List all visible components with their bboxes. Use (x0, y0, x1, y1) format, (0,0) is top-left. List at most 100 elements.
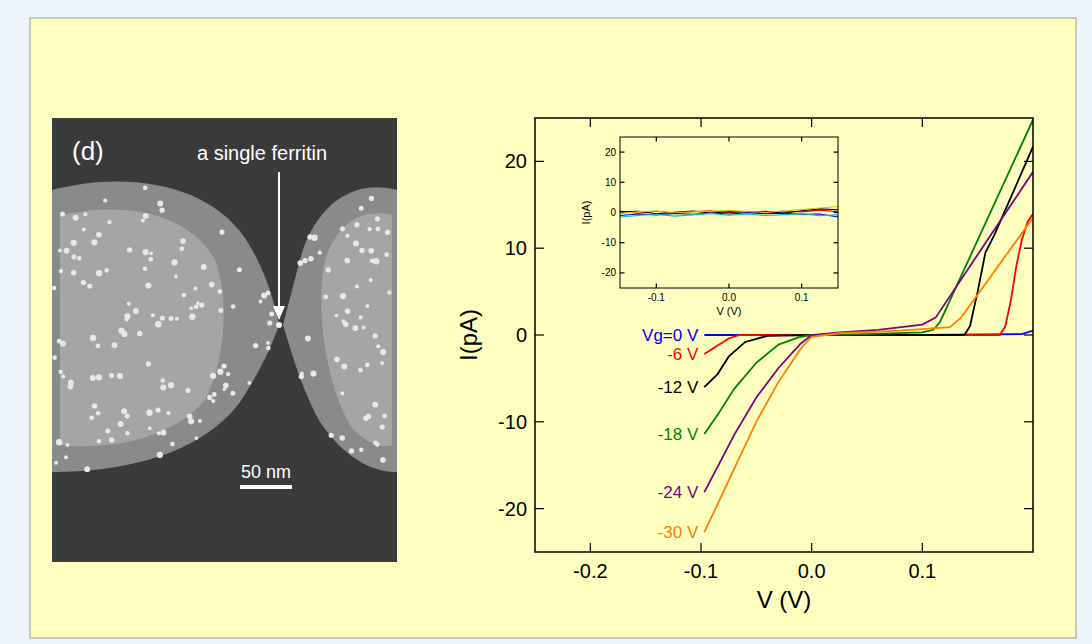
ferritin-dot (368, 248, 374, 254)
x-tick (700, 543, 701, 552)
ferritin-dot (189, 306, 193, 310)
ferritin-dot (300, 372, 304, 376)
ferritin-dot (359, 315, 363, 319)
ferritin-dot (376, 227, 381, 232)
ferritin-dot (385, 230, 390, 235)
ferritin-dot (223, 388, 227, 392)
iv-curve (704, 218, 1033, 532)
x-tick-top (801, 137, 802, 142)
ferritin-dot (125, 414, 130, 419)
ferritin-dot (334, 356, 340, 362)
ferritin-dot (365, 304, 369, 308)
ferritin-dot (180, 246, 185, 251)
ferritin-dot (127, 302, 131, 306)
ferritin-dot (355, 284, 359, 288)
ferritin-dot (311, 235, 317, 241)
x-tick-label: -0.2 (573, 560, 607, 582)
series-label: -24 V (658, 483, 699, 502)
ferritin-dot (387, 290, 391, 294)
ferritin-dot (90, 375, 96, 381)
ferritin-dot (166, 411, 170, 415)
ferritin-dot (329, 433, 334, 438)
electrode-right (283, 187, 397, 472)
ferritin-dot (157, 431, 161, 435)
ferritin-dot (157, 452, 163, 458)
ferritin-dot (56, 439, 62, 445)
iv-curve (620, 206, 838, 213)
ferritin-dot (141, 219, 145, 223)
annotation: a single ferritin (197, 142, 327, 164)
ferritin-dot (117, 373, 123, 379)
ferritin-dot (231, 304, 236, 309)
x-tick-top (922, 118, 923, 127)
y-tick-label: -20 (602, 267, 617, 278)
ferritin-dot (160, 208, 165, 213)
ferritin-dot (145, 282, 151, 288)
ferritin-dot (376, 344, 380, 348)
x-tick (811, 543, 812, 552)
y-axis-title: I(pA) (455, 309, 482, 361)
y-tick-right (1024, 334, 1033, 335)
annotation-arrowhead (273, 306, 285, 320)
plot-lines (620, 206, 838, 217)
main-chart: -0.2-0.10.00.1-20-1001020V (V)I(pA)Vg=0 … (455, 118, 1033, 613)
slide-panel (30, 18, 1076, 638)
y-axis-title: I(pA) (580, 201, 592, 225)
ferritin-dot (137, 331, 142, 336)
series-label: -30 V (658, 523, 699, 542)
y-tick-label: -20 (498, 498, 527, 520)
ferritin-dot (146, 410, 152, 416)
ferritin-dot (90, 335, 96, 341)
ferritin-dot (96, 411, 101, 416)
ferritin-dot (189, 314, 195, 320)
ferritin-dot (342, 320, 346, 324)
iv-curve (704, 120, 1033, 434)
ferritin-dot (353, 241, 359, 247)
ferritin-dot (118, 421, 124, 427)
ferritin-dot (127, 247, 132, 252)
ferritin-dot (380, 361, 384, 365)
ferritin-dot (60, 341, 66, 347)
series-label: -18 V (658, 425, 699, 444)
series-label: Vg=0 V (642, 326, 699, 345)
ferritin-dot (77, 256, 81, 260)
ferritin-dot (174, 275, 178, 279)
ferritin-dot (171, 259, 177, 265)
y-tick-right (1024, 248, 1033, 249)
ferritin-dot (146, 361, 151, 366)
ferritin-dot (359, 206, 364, 211)
electrode-right-core (321, 213, 392, 446)
y-tick-right (834, 242, 839, 243)
ferritin-dot (143, 185, 148, 190)
ferritin-dot (384, 252, 389, 257)
ferritin-dot (121, 408, 127, 414)
ferritin-dot (298, 260, 304, 266)
ferritin-dot (207, 395, 212, 400)
ferritin-dot (59, 370, 63, 374)
ferritin-dot (64, 455, 68, 459)
x-tick-label: 0.0 (722, 292, 736, 303)
ferritin-dot (195, 436, 199, 440)
ferritin-dot (365, 363, 370, 368)
ferritin-dot (198, 419, 202, 423)
ferritin-dot (170, 442, 175, 447)
y-tick (535, 508, 544, 509)
y-tick (620, 152, 625, 153)
ferritin-dot (180, 238, 186, 244)
ferritin-dot (71, 240, 77, 246)
y-tick-label: 0 (610, 207, 616, 218)
sem-ground (52, 118, 397, 562)
y-tick (620, 272, 625, 273)
electrode-left-core (60, 209, 224, 446)
ferritin-dot (133, 308, 139, 314)
ferritin-dot (310, 370, 316, 376)
ferritin-dot (143, 266, 148, 271)
ferritin-dot (266, 341, 270, 345)
ferritin-dot (335, 314, 339, 318)
ferritin-dot (380, 424, 385, 429)
ferritin-dot (97, 439, 102, 444)
ferritin-dot (362, 325, 366, 329)
y-tick (535, 421, 544, 422)
ferritin-dot (160, 385, 166, 391)
ferritin-dot (196, 301, 200, 305)
